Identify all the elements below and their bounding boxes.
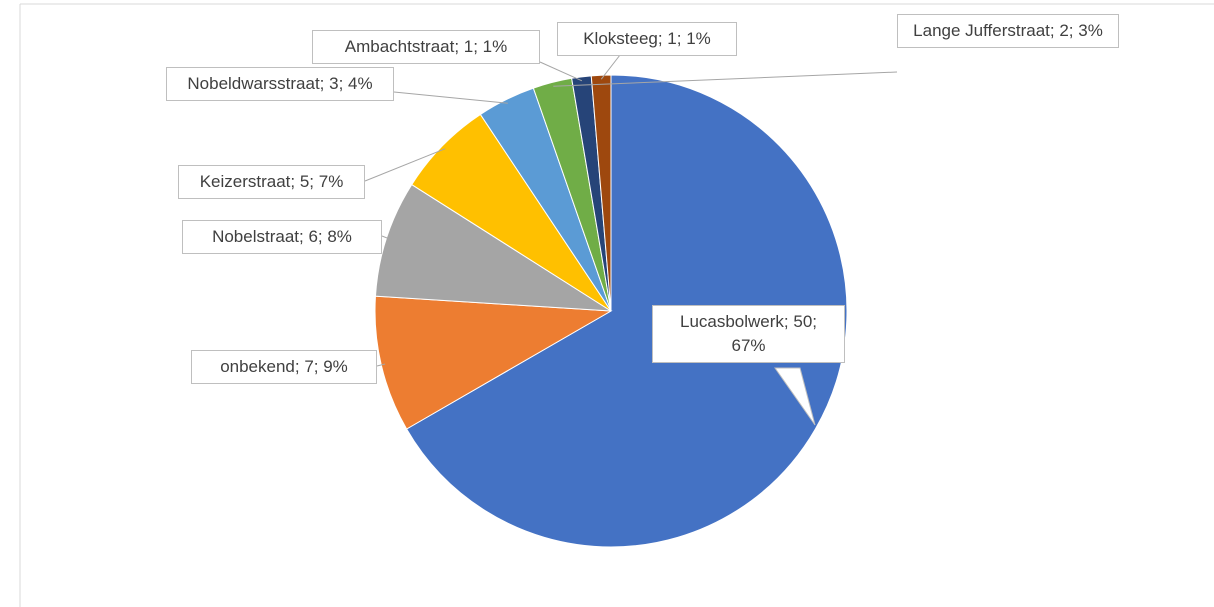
data-label: Keizerstraat; 5; 7% xyxy=(178,165,365,199)
leader-line xyxy=(553,71,898,87)
data-label: Nobelstraat; 6; 8% xyxy=(182,220,382,254)
data-label: onbekend; 7; 9% xyxy=(191,350,377,384)
pie-slice xyxy=(405,74,848,548)
data-label: Ambachtstraat; 1; 1% xyxy=(312,30,540,64)
leader-line xyxy=(539,61,583,82)
data-label: Lange Jufferstraat; 2; 3% xyxy=(897,14,1119,48)
callout-pointer xyxy=(774,367,816,426)
data-label: Nobeldwarsstraat; 3; 4% xyxy=(166,67,394,101)
leader-line xyxy=(600,54,621,80)
leader-line xyxy=(376,363,386,367)
leader-line xyxy=(364,148,446,182)
pie-slice xyxy=(590,74,612,312)
data-label: Lucasbolwerk; 50; 67% xyxy=(652,305,845,363)
leader-line xyxy=(393,91,508,104)
data-label: Kloksteeg; 1; 1% xyxy=(557,22,737,56)
leader-line xyxy=(381,235,391,240)
